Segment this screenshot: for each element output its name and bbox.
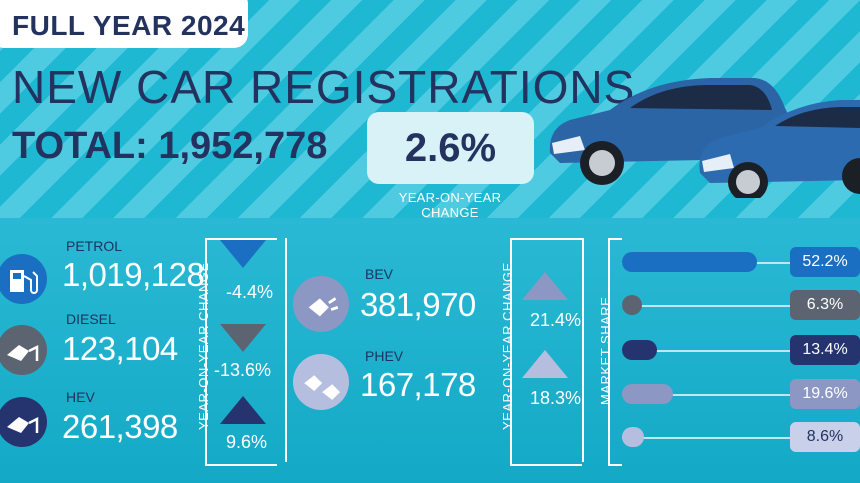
diesel-label: DIESEL <box>66 311 116 327</box>
phev-label: PHEV <box>365 348 404 364</box>
market-share-value: 8.6% <box>790 422 860 452</box>
hev-icon-circle <box>0 397 47 447</box>
market-share-label: MARKET SHARE <box>598 296 613 405</box>
bev-label: BEV <box>365 266 394 282</box>
diesel-value: 123,104 <box>62 330 178 367</box>
column-divider <box>582 238 584 462</box>
header-banner: FULL YEAR 2024 NEW CAR REGISTRATIONS TOT… <box>0 0 860 218</box>
column-divider <box>285 238 287 462</box>
hev-change: 9.6% <box>226 432 268 452</box>
period-badge: FULL YEAR 2024 <box>0 0 248 48</box>
market-share-track <box>622 305 790 307</box>
market-share-bar <box>622 252 757 272</box>
yoy-bracket <box>510 238 582 466</box>
bev-icon-circle <box>293 276 349 332</box>
petrol-label: PETROL <box>66 238 123 254</box>
bev-change: 21.4% <box>530 310 582 330</box>
market-share-bar <box>622 295 642 315</box>
down-arrow-icon <box>220 240 266 268</box>
fuel-nozzle-icon <box>7 416 39 433</box>
ev-plug-icon <box>308 297 339 317</box>
diesel-change: -13.6% <box>214 360 272 380</box>
hev-value: 261,398 <box>62 408 178 445</box>
cars-illustration <box>549 78 860 198</box>
market-share-value: 52.2% <box>790 247 860 277</box>
period-badge-label: FULL YEAR 2024 <box>12 10 246 41</box>
down-arrow-icon <box>220 324 266 352</box>
hev-label: HEV <box>66 389 95 405</box>
market-share-value: 13.4% <box>790 335 860 365</box>
bev-value: 381,970 <box>360 286 476 323</box>
market-share-bar <box>622 340 657 360</box>
phev-icon-circle <box>293 354 349 410</box>
fuel-nozzle-icon <box>7 344 39 361</box>
phev-change: 18.3% <box>530 388 582 408</box>
diesel-icon-circle <box>0 325 47 375</box>
yoy-axis-label: YEAR-ON-YEAR CHANGE <box>500 262 515 430</box>
yoy-change-label: YEAR-ON-YEAR CHANGE <box>398 190 502 218</box>
market-share-track <box>622 350 790 352</box>
market-share-bar <box>622 384 673 404</box>
up-arrow-icon <box>522 272 568 300</box>
car-icon <box>699 100 860 198</box>
petrol-change: -4.4% <box>226 282 274 302</box>
up-arrow-icon <box>522 350 568 378</box>
fuel-pump-icon <box>10 270 38 294</box>
market-share-value: 6.3% <box>790 290 860 320</box>
market-share-bracket <box>608 238 622 466</box>
yoy-axis-label: YEAR-ON-YEAR CHANGE <box>196 262 211 430</box>
yoy-change-value: 2.6% <box>404 126 497 170</box>
yoy-change-box: 2.6% <box>367 112 534 184</box>
page-title: NEW CAR REGISTRATIONS <box>12 61 636 113</box>
market-share-value: 19.6% <box>790 379 860 409</box>
petrol-value: 1,019,128 <box>62 256 205 293</box>
market-share-track <box>622 394 790 396</box>
hybrid-plug-icon <box>304 375 341 400</box>
market-share-bar <box>622 427 644 447</box>
phev-value: 167,178 <box>360 366 476 403</box>
yoy-bracket <box>205 238 277 466</box>
market-share-track <box>622 437 790 439</box>
petrol-icon-circle <box>0 254 47 304</box>
total-registrations: TOTAL: 1,952,778 <box>12 125 328 167</box>
up-arrow-icon <box>220 396 266 424</box>
